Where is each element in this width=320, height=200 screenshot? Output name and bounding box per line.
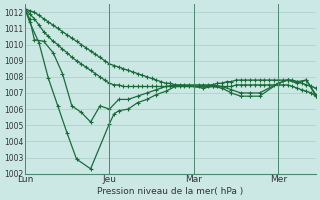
X-axis label: Pression niveau de la mer( hPa ): Pression niveau de la mer( hPa ) [97,187,244,196]
